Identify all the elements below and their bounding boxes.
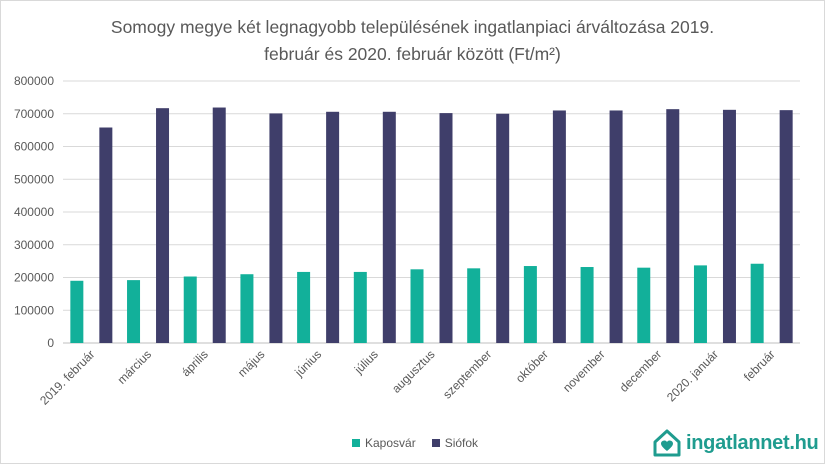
x-tick-label: 2019. február (37, 347, 97, 407)
legend-item-kaposvar: Kaposvár (352, 436, 416, 450)
brand-name: ingatlannet.hu (686, 432, 818, 455)
x-tick-label: május (235, 347, 268, 380)
gridlines (63, 81, 800, 343)
bar-kaposvar (297, 272, 310, 343)
bar-kaposvar (751, 264, 764, 343)
x-tick-label: szeptember (440, 347, 494, 401)
y-tick-label: 700000 (14, 107, 54, 121)
bar-kaposvar (581, 267, 594, 343)
bar-kaposvar (467, 268, 480, 343)
bar-siofok (610, 110, 623, 343)
bar-siofok (440, 113, 453, 343)
bar-kaposvar (127, 280, 140, 343)
x-tick-label: március (115, 347, 155, 387)
bar-siofok (666, 109, 679, 343)
bar-kaposvar (70, 281, 83, 343)
bar-siofok (496, 114, 509, 343)
x-tick-label: október (513, 347, 551, 385)
bar-kaposvar (411, 269, 424, 343)
bar-siofok (723, 110, 736, 343)
bar-siofok (326, 112, 339, 343)
bar-kaposvar (184, 277, 197, 343)
house-heart-icon (652, 428, 682, 458)
brand-logo: ingatlannet.hu (652, 428, 818, 458)
y-tick-label: 600000 (14, 140, 54, 154)
bar-kaposvar (354, 272, 367, 343)
legend-label-siofok: Siófok (445, 436, 478, 450)
bar-siofok (99, 128, 112, 343)
bar-siofok (383, 112, 396, 343)
y-tick-label: 300000 (14, 238, 54, 252)
bar-kaposvar (240, 274, 253, 343)
bar-siofok (213, 108, 226, 343)
legend-swatch-kaposvar (352, 439, 360, 447)
bars (70, 108, 792, 343)
legend-swatch-siofok (432, 439, 440, 447)
legend: Kaposvár Siófok (352, 436, 478, 450)
bar-siofok (269, 113, 282, 343)
x-tick-label: június (291, 347, 324, 380)
x-tick-label: december (617, 347, 665, 395)
x-tick-label: 2020. január (664, 347, 721, 404)
y-axis-ticks: 0 100000 200000 300000 400000 500000 600000 700… (14, 74, 54, 350)
bar-siofok (553, 110, 566, 343)
bar-kaposvar (694, 265, 707, 343)
y-tick-label: 100000 (14, 303, 54, 317)
x-tick-label: november (560, 347, 608, 395)
x-tick-label: augusztus (389, 347, 438, 396)
x-tick-label: április (179, 347, 211, 379)
y-tick-label: 500000 (14, 172, 54, 186)
x-tick-label: július (351, 347, 381, 377)
x-axis-ticks: 2019. február március április május június jú… (37, 347, 778, 407)
bar-kaposvar (524, 266, 537, 343)
y-tick-label: 200000 (14, 271, 54, 285)
legend-label-kaposvar: Kaposvár (365, 436, 416, 450)
bar-siofok (156, 108, 169, 343)
legend-item-siofok: Siófok (432, 436, 478, 450)
y-tick-label: 800000 (14, 74, 54, 88)
x-tick-label: február (741, 347, 778, 384)
y-tick-label: 400000 (14, 205, 54, 219)
bar-kaposvar (637, 268, 650, 343)
bar-siofok (780, 110, 793, 343)
y-tick-label: 0 (47, 336, 54, 350)
